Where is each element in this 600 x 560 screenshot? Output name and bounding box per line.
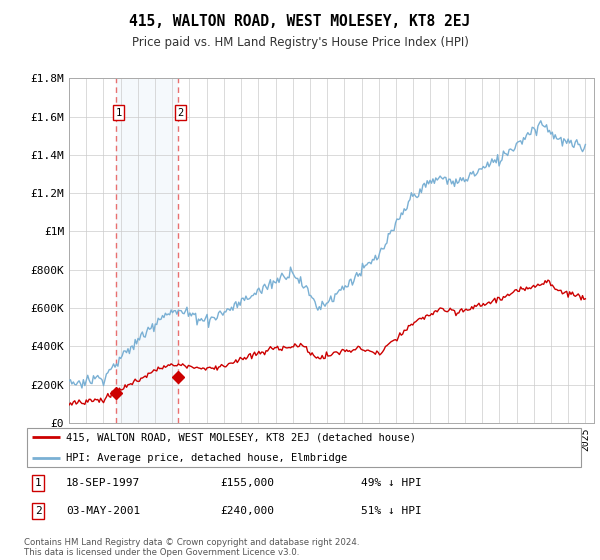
Text: 415, WALTON ROAD, WEST MOLESEY, KT8 2EJ (detached house): 415, WALTON ROAD, WEST MOLESEY, KT8 2EJ … — [66, 432, 416, 442]
Text: HPI: Average price, detached house, Elmbridge: HPI: Average price, detached house, Elmb… — [66, 452, 347, 463]
Text: Price paid vs. HM Land Registry's House Price Index (HPI): Price paid vs. HM Land Registry's House … — [131, 36, 469, 49]
Text: 18-SEP-1997: 18-SEP-1997 — [66, 478, 140, 488]
Text: 49% ↓ HPI: 49% ↓ HPI — [361, 478, 421, 488]
Text: 1: 1 — [115, 108, 122, 118]
Text: 1: 1 — [35, 478, 41, 488]
Text: Contains HM Land Registry data © Crown copyright and database right 2024.
This d: Contains HM Land Registry data © Crown c… — [24, 538, 359, 557]
FancyBboxPatch shape — [27, 428, 581, 467]
Text: 51% ↓ HPI: 51% ↓ HPI — [361, 506, 421, 516]
Text: 03-MAY-2001: 03-MAY-2001 — [66, 506, 140, 516]
Text: £240,000: £240,000 — [220, 506, 274, 516]
Text: 415, WALTON ROAD, WEST MOLESEY, KT8 2EJ: 415, WALTON ROAD, WEST MOLESEY, KT8 2EJ — [130, 14, 470, 29]
Text: 2: 2 — [178, 108, 184, 118]
Text: 2: 2 — [35, 506, 41, 516]
Bar — [116, 78, 178, 423]
Text: £155,000: £155,000 — [220, 478, 274, 488]
